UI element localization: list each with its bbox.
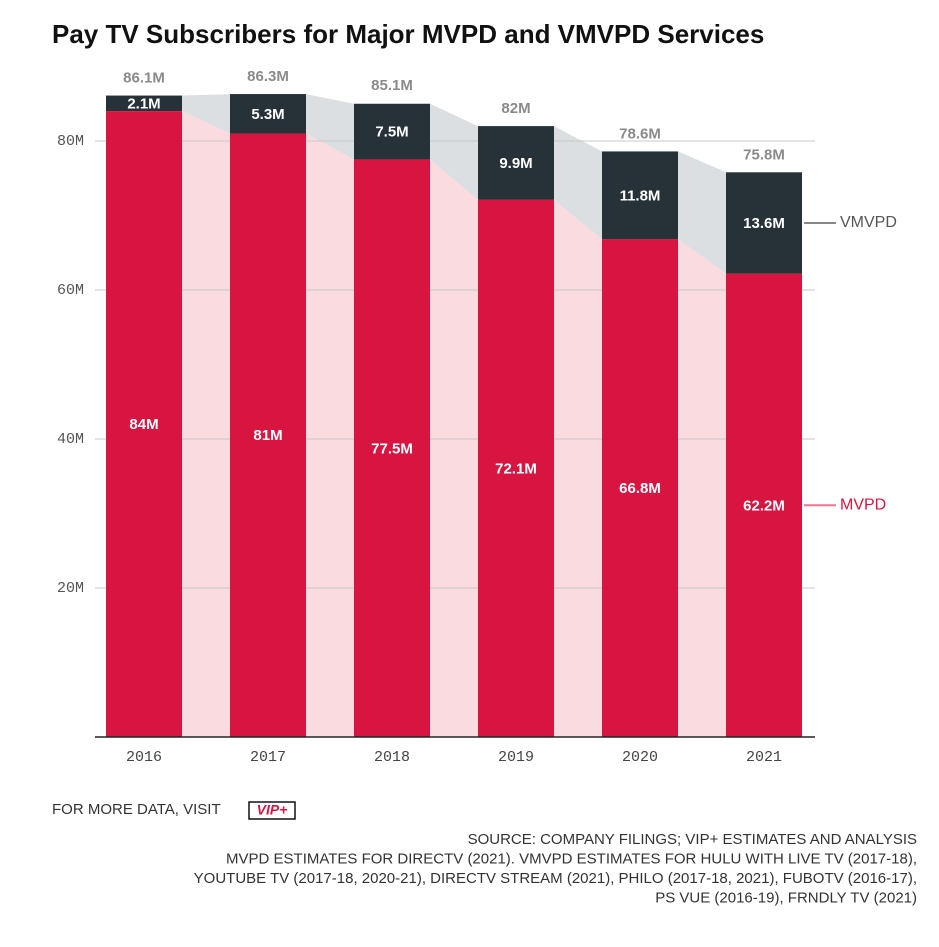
- bar-segment: [726, 273, 802, 737]
- y-tick-label: 80M: [57, 133, 84, 150]
- bar-segment: [478, 199, 554, 738]
- x-tick-label: 2017: [250, 749, 286, 766]
- vmvpd-connector: [306, 94, 354, 160]
- total-label: 86.1M: [123, 70, 165, 87]
- mvpd-connector: [430, 159, 478, 737]
- source-line: MVPD ESTIMATES FOR DIRECTV (2021). VMVPD…: [226, 850, 917, 867]
- vmvpd-connector: [182, 94, 230, 134]
- x-tick-label: 2018: [374, 749, 410, 766]
- footer-visit: FOR MORE DATA, VISIT: [52, 801, 221, 818]
- value-label: 13.6M: [743, 215, 785, 232]
- value-label: 9.9M: [499, 155, 532, 172]
- value-label: 81M: [253, 427, 282, 444]
- bar-segment: [602, 151, 678, 240]
- value-label: 84M: [129, 416, 158, 433]
- total-label: 86.3M: [247, 68, 289, 85]
- legend-label: MVPD: [840, 497, 886, 514]
- vmvpd-connector: [678, 151, 726, 274]
- total-label: 82M: [501, 100, 530, 117]
- source-line: PS VUE (2016-19), FRNDLY TV (2021): [655, 889, 917, 906]
- source-line: SOURCE: COMPANY FILINGS; VIP+ ESTIMATES …: [468, 831, 917, 848]
- x-tick-label: 2020: [622, 749, 658, 766]
- value-label: 77.5M: [371, 440, 413, 457]
- footer-badge: VIP+: [257, 802, 288, 818]
- x-tick-label: 2016: [126, 749, 162, 766]
- value-label: 5.3M: [251, 106, 284, 123]
- bar-segment: [478, 126, 554, 200]
- value-label: 66.8M: [619, 480, 661, 497]
- mvpd-connector: [182, 111, 230, 737]
- bar-segment: [726, 172, 802, 274]
- total-label: 85.1M: [371, 77, 413, 94]
- value-label: 11.8M: [620, 187, 661, 204]
- vmvpd-connector: [430, 103, 478, 200]
- bar-segment: [106, 95, 182, 112]
- badge-box: [248, 801, 296, 820]
- value-label: 72.1M: [495, 460, 537, 477]
- chart-title: Pay TV Subscribers for Major MVPD and VM…: [52, 19, 764, 49]
- bar-segment: [230, 133, 306, 738]
- mvpd-connector: [678, 239, 726, 737]
- y-tick-label: 60M: [57, 282, 84, 299]
- vmvpd-connector: [554, 126, 602, 240]
- value-label: 2.1M: [127, 95, 160, 112]
- bar-segment: [354, 103, 430, 160]
- x-tick-label: 2021: [746, 749, 782, 766]
- total-label: 78.6M: [619, 125, 661, 142]
- mvpd-connector: [554, 199, 602, 738]
- y-tick-label: 40M: [57, 431, 84, 448]
- bar-segment: [602, 239, 678, 737]
- value-label: 62.2M: [743, 497, 785, 514]
- mvpd-connector: [306, 133, 354, 738]
- legend-label: VMVPD: [840, 214, 897, 231]
- bar-segment: [230, 94, 306, 134]
- bar-segment: [354, 159, 430, 737]
- total-label: 75.8M: [743, 146, 785, 163]
- source-line: YOUTUBE TV (2017-18, 2020-21), DIRECTV S…: [194, 870, 917, 887]
- x-tick-label: 2019: [498, 749, 534, 766]
- y-tick-label: 20M: [57, 580, 84, 597]
- value-label: 7.5M: [375, 124, 408, 141]
- bar-segment: [106, 111, 182, 737]
